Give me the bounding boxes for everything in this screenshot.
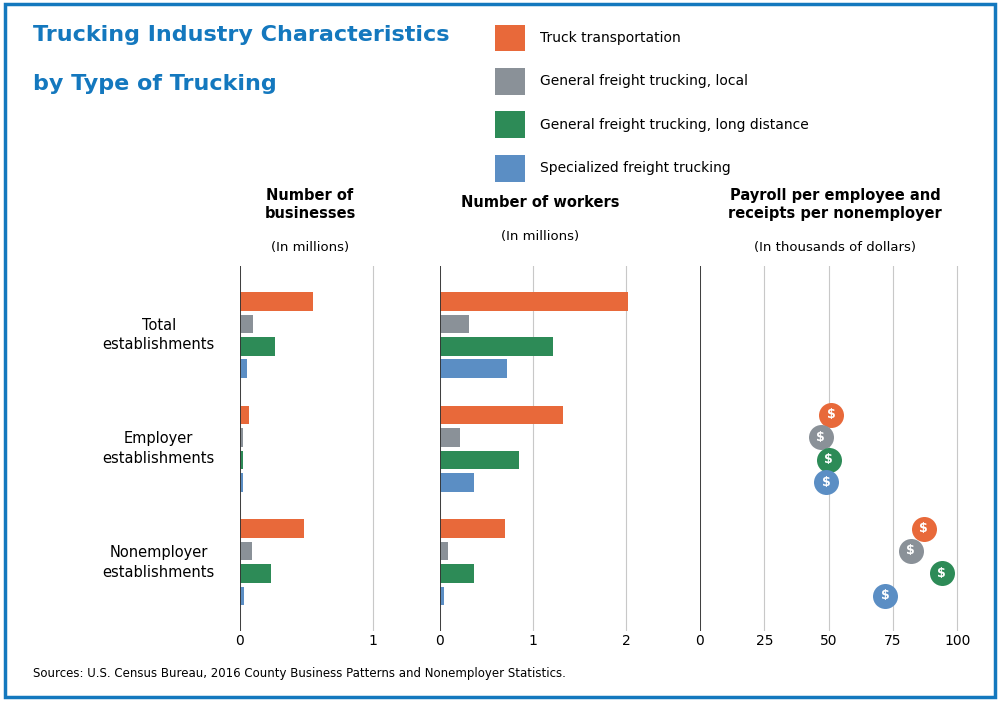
Bar [440,451,519,469]
Bar [240,292,313,311]
Text: (In thousands of dollars): (In thousands of dollars) [754,240,916,254]
Bar [240,315,253,333]
Bar [240,360,247,378]
Bar [440,587,444,605]
Text: Specialized freight trucking: Specialized freight trucking [540,161,731,175]
Bar [440,519,505,538]
Text: Trucking Industry Characteristics: Trucking Industry Characteristics [33,25,450,45]
Text: $: $ [919,522,928,535]
Text: Nonemployer
establishments: Nonemployer establishments [103,545,215,580]
Bar [440,360,507,378]
Text: $: $ [881,590,890,602]
Bar [240,587,244,605]
Bar [240,564,271,583]
Text: $: $ [937,567,946,580]
Bar [240,451,243,469]
Bar [240,428,243,447]
Bar [440,292,628,311]
Text: $: $ [822,476,830,489]
Bar [240,473,243,491]
Text: (In millions): (In millions) [501,229,579,243]
Bar [240,542,252,560]
Text: Total
establishments: Total establishments [103,318,215,353]
Text: $: $ [827,409,836,421]
Text: Number of workers: Number of workers [461,196,619,210]
Text: Truck transportation: Truck transportation [540,31,681,45]
Bar [440,564,474,583]
Text: (In millions): (In millions) [271,240,349,254]
Text: $: $ [824,454,833,466]
Text: $: $ [906,545,915,557]
Text: General freight trucking, local: General freight trucking, local [540,74,748,88]
Bar [440,337,553,355]
Text: Number of
businesses: Number of businesses [264,189,356,221]
Text: Payroll per employee and
receipts per nonemployer: Payroll per employee and receipts per no… [728,189,942,221]
Text: Sources: U.S. Census Bureau, 2016 County Business Patterns and Nonemployer Stati: Sources: U.S. Census Bureau, 2016 County… [33,667,566,680]
Text: by Type of Trucking: by Type of Trucking [33,74,277,94]
Bar [240,406,249,424]
Bar [440,406,563,424]
Text: General freight trucking, long distance: General freight trucking, long distance [540,118,809,132]
Bar [440,542,448,560]
Bar [240,337,275,355]
Text: $: $ [816,431,825,444]
Bar [240,519,304,538]
Bar [440,473,474,491]
Bar [440,315,469,333]
Text: Employer
establishments: Employer establishments [103,431,215,466]
Bar [440,428,460,447]
